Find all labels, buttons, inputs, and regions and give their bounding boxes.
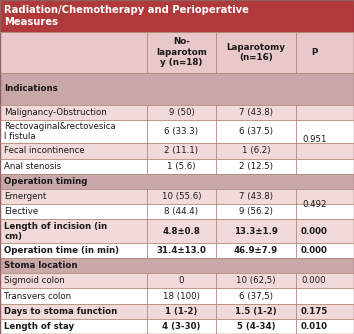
Text: Emergent: Emergent [4,192,47,201]
Text: Length of stay: Length of stay [4,322,74,331]
Text: 0.000: 0.000 [302,276,326,285]
Text: Operation timing: Operation timing [4,177,88,186]
Text: 6 (33.3): 6 (33.3) [164,127,199,136]
Text: 0.175: 0.175 [301,307,328,316]
Text: 8 (44.4): 8 (44.4) [164,207,199,216]
Text: 13.3±1.9: 13.3±1.9 [234,226,278,235]
Text: Sigmoid colon: Sigmoid colon [4,276,65,285]
Bar [0,304,354,319]
Text: Rectovaginal&rectovesica
l fistula: Rectovaginal&rectovesica l fistula [4,122,116,141]
Bar [0,72,354,105]
Text: 6 (37,5): 6 (37,5) [239,292,273,301]
Text: 0.492: 0.492 [302,200,326,209]
Text: 18 (100): 18 (100) [163,292,200,301]
Text: 0.951: 0.951 [302,135,326,144]
Bar [0,143,354,159]
Text: 4.8±0.8: 4.8±0.8 [162,226,200,235]
Text: P: P [311,48,318,57]
Text: 0.010: 0.010 [301,322,328,331]
Bar [0,159,354,174]
Text: 1 (6.2): 1 (6.2) [241,147,270,155]
Text: 7 (43.8): 7 (43.8) [239,108,273,117]
Text: 0: 0 [179,276,184,285]
Bar [0,258,354,273]
Text: Radiation/Chemotherapy and Perioperative
Measures: Radiation/Chemotherapy and Perioperative… [4,5,249,27]
Text: 9 (56.2): 9 (56.2) [239,207,273,216]
Text: 46.9±7.9: 46.9±7.9 [234,246,278,255]
Text: Laparotomy
(n=16): Laparotomy (n=16) [226,43,285,62]
Bar [0,174,354,189]
Text: 31.4±13.0: 31.4±13.0 [156,246,206,255]
Text: Operation time (in min): Operation time (in min) [4,246,119,255]
Bar [0,189,354,204]
Text: Stoma location: Stoma location [4,261,78,270]
Text: Indications: Indications [4,84,58,93]
Bar [0,204,354,219]
Text: 9 (50): 9 (50) [169,108,194,117]
Text: 1.5 (1-2): 1.5 (1-2) [235,307,276,316]
Text: Anal stenosis: Anal stenosis [4,162,61,171]
Text: 5 (4-34): 5 (4-34) [236,322,275,331]
Text: 1 (1-2): 1 (1-2) [165,307,198,316]
Bar [0,120,354,143]
Text: 7 (43.8): 7 (43.8) [239,192,273,201]
Text: Fecal incontinence: Fecal incontinence [4,147,85,155]
Text: 10 (55.6): 10 (55.6) [162,192,201,201]
Text: 6 (37.5): 6 (37.5) [239,127,273,136]
Bar [0,243,354,258]
Text: 4 (3-30): 4 (3-30) [162,322,201,331]
Bar [0,32,354,72]
Bar [0,0,354,32]
Text: 2 (12.5): 2 (12.5) [239,162,273,171]
Text: Transvers colon: Transvers colon [4,292,72,301]
Text: Days to stoma function: Days to stoma function [4,307,118,316]
Bar [0,273,354,289]
Text: 0.000: 0.000 [301,226,327,235]
Bar [0,319,354,334]
Text: Length of incision (in
cm): Length of incision (in cm) [4,221,107,240]
Bar [0,289,354,304]
Text: 10 (62,5): 10 (62,5) [236,276,275,285]
Text: 0.000: 0.000 [301,246,327,255]
Text: Malignancy-Obstruction: Malignancy-Obstruction [4,108,107,117]
Bar [0,105,354,120]
Text: 2 (11.1): 2 (11.1) [164,147,199,155]
Text: No-
laparotom
y (n=18): No- laparotom y (n=18) [156,37,207,67]
Text: 1 (5.6): 1 (5.6) [167,162,196,171]
Bar [0,219,354,243]
Text: Elective: Elective [4,207,39,216]
